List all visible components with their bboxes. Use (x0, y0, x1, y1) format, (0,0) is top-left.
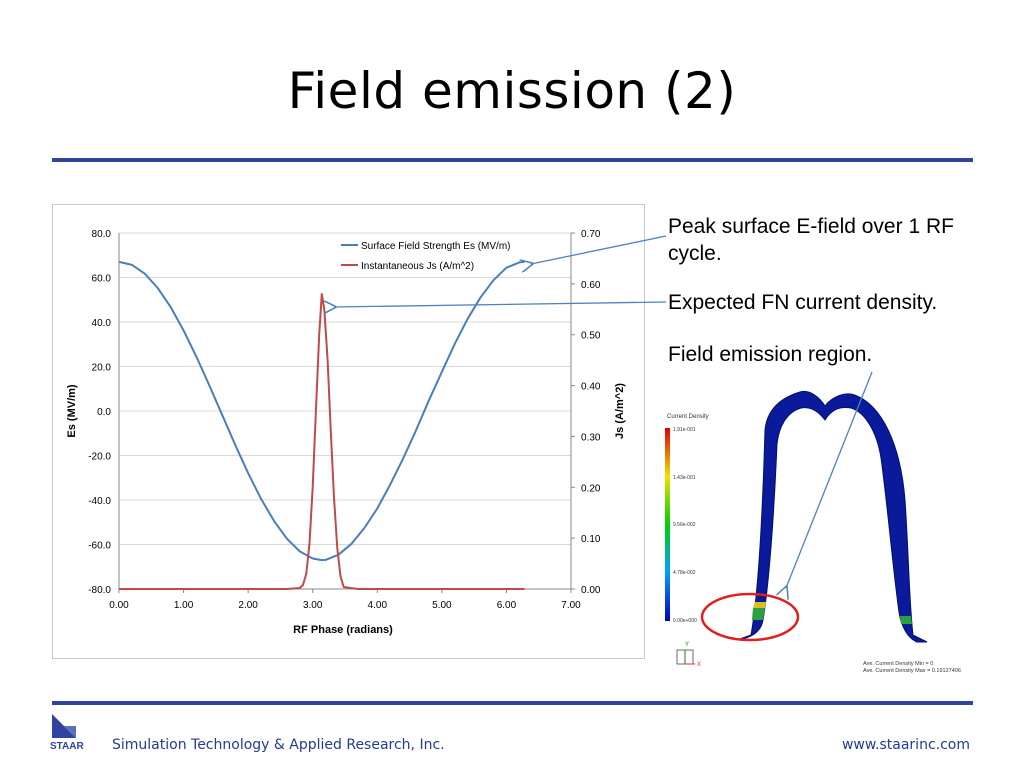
x-axis-label: RF Phase (radians) (293, 624, 393, 636)
staar-logo: STAAR (50, 714, 84, 752)
y-right-tick-label: 0.20 (581, 483, 601, 494)
x-tick-label: 3.00 (303, 600, 323, 611)
y-axis-right-label: Js (A/m^2) (614, 383, 626, 439)
footer-website-link[interactable]: www.staarinc.com (841, 737, 970, 753)
x-tick-label: 4.00 (368, 600, 388, 611)
sim-stat-min: Ave. Current Density Min = 0 (863, 661, 933, 667)
sim-legend-value: 0.00e+000 (673, 618, 697, 624)
note-peak-field: Peak surface E-field over 1 RF cycle. (668, 215, 954, 265)
sim-legend-value: 9.56e-002 (673, 522, 696, 528)
y-right-tick-label: 0.30 (581, 432, 601, 443)
simulation-render: Current Density 1.91e-001 1.43e-001 9.56… (655, 380, 975, 680)
y-right-tick-label: 0.00 (581, 585, 601, 596)
note-fn-current: Expected FN current density. (668, 291, 938, 314)
cavity-current-density-plot: Current Density 1.91e-001 1.43e-001 9.56… (665, 390, 961, 674)
y-left-tick-label: 40.0 (92, 318, 112, 329)
y-right-tick-label: 0.60 (581, 280, 601, 291)
sim-colorbar (665, 428, 670, 621)
slide-title: Field emission (2) (287, 62, 737, 120)
y-left-tick-label: -80.0 (88, 585, 111, 596)
chart-frame: 80.0 60.0 40.0 20.0 0.0 -20.0 -40.0 -60.0 -80.0 0… (52, 204, 645, 659)
sim-axis-x-label: X (697, 662, 701, 668)
y-left-tick-label: 60.0 (92, 274, 112, 285)
x-tick-label: 7.00 (561, 600, 581, 611)
y-left-tick-label: 20.0 (92, 363, 112, 374)
chart-series (118, 260, 525, 590)
hotspot-right (900, 616, 912, 624)
series-line-surface-field (118, 260, 525, 562)
sim-legend-value: 1.91e-001 (673, 427, 696, 433)
legend-label-es: Surface Field Strength Es (MV/m) (361, 241, 511, 252)
y-left-tick-label: -60.0 (88, 541, 111, 552)
y-right-tick-label: 0.40 (581, 382, 601, 393)
sim-axis-y-label: Y (685, 642, 689, 648)
y-left-tick-label: 80.0 (92, 229, 112, 240)
chart-axes: 80.0 60.0 40.0 20.0 0.0 -20.0 -40.0 -60.0 -80.0 0… (88, 229, 601, 611)
chart-gridlines (119, 232, 571, 590)
legend-label-js: Instantaneous Js (A/m^2) (361, 261, 474, 272)
y-right-tick-label: 0.70 (581, 229, 601, 240)
sim-stat-max: Ave. Current Density Max = 0.19127406 (863, 668, 961, 674)
y-right-tick-label: 0.50 (581, 331, 601, 342)
y-axis-left-label: Es (MV/m) (66, 384, 78, 438)
dual-axis-line-chart: 80.0 60.0 40.0 20.0 0.0 -20.0 -40.0 -60.0 -80.0 0… (66, 229, 626, 636)
x-tick-label: 0.00 (109, 600, 129, 611)
footer-company-name: Simulation Technology & Applied Research… (112, 737, 445, 753)
y-left-tick-label: -20.0 (88, 452, 111, 463)
y-left-tick-label: 0.0 (97, 407, 111, 418)
x-tick-label: 1.00 (174, 600, 194, 611)
logo-text: STAAR (50, 741, 84, 752)
y-right-tick-label: 0.10 (581, 534, 601, 545)
sim-legend-value: 1.43e-001 (673, 475, 696, 481)
sim-legend-value: 4.78e-002 (673, 570, 696, 576)
hotspot-left (752, 608, 765, 620)
title-divider (52, 158, 973, 162)
x-tick-label: 2.00 (238, 600, 258, 611)
x-tick-label: 6.00 (497, 600, 517, 611)
sim-legend-title: Current Density (667, 414, 709, 420)
note-emission-region: Field emission region. (668, 343, 873, 366)
chart-legend: Surface Field Strength Es (MV/m) Instant… (341, 241, 511, 272)
series-line-current-density (119, 293, 525, 590)
hotspot-left-peak (753, 602, 766, 608)
y-left-tick-label: -40.0 (88, 496, 111, 507)
footer-divider (52, 701, 973, 705)
x-tick-label: 5.00 (432, 600, 452, 611)
